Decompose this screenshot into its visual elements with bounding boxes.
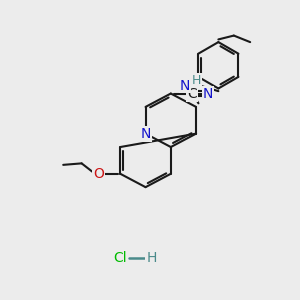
Text: O: O — [93, 167, 104, 181]
Text: N: N — [140, 127, 151, 141]
Text: H: H — [146, 251, 157, 266]
Text: N: N — [180, 79, 190, 92]
Text: C: C — [187, 86, 197, 100]
Text: H: H — [192, 74, 201, 87]
Text: N: N — [202, 86, 213, 100]
Text: Cl: Cl — [113, 251, 127, 266]
